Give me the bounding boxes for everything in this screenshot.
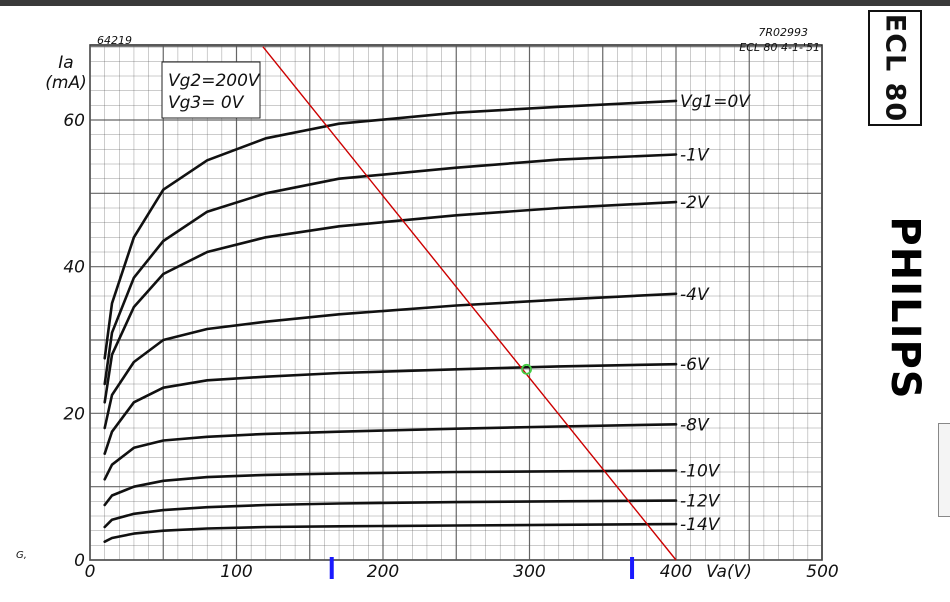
series-label: -2V — [680, 193, 710, 213]
series-label: -10V — [680, 462, 721, 482]
series-label: -6V — [680, 355, 710, 375]
series-label: -8V — [680, 415, 710, 435]
x-axis-label: Va(V) — [706, 562, 752, 582]
curves — [103, 99, 678, 543]
series-curve — [103, 423, 678, 481]
series-curve — [103, 362, 678, 455]
y-axis-label-line: (mA) — [45, 73, 86, 93]
side-panel-edge — [938, 423, 950, 517]
series-label: -1V — [680, 145, 710, 165]
series-label: Vg1=0V — [680, 92, 751, 112]
load-line — [262, 46, 677, 561]
left-code: 64219 — [97, 34, 132, 47]
overlay — [262, 46, 677, 579]
series-curve — [103, 99, 678, 360]
y-tick-label: 40 — [63, 258, 85, 278]
model-label: ECL 80 — [879, 13, 911, 123]
brand-logo: PHILIPS — [882, 216, 928, 400]
x-tick-label: 400 — [660, 562, 692, 582]
stray-mark: G, — [16, 550, 27, 561]
x-tick-label: 300 — [513, 562, 545, 582]
y-axis-label-line: Ia — [58, 53, 73, 73]
series-curve — [103, 153, 678, 386]
right-sub: ECL 80 4-1-'51 — [739, 41, 820, 54]
top-bar — [0, 0, 950, 6]
x-tick-label: 200 — [367, 562, 399, 582]
y-tick-label: 0 — [74, 551, 85, 571]
condition-vg2: Vg2=200V — [168, 71, 261, 91]
series-curve — [103, 200, 678, 404]
series-curve — [103, 292, 678, 430]
grid — [89, 45, 822, 561]
y-tick-label: 20 — [63, 404, 85, 424]
axis-marker — [329, 557, 334, 579]
x-tick-label: 100 — [220, 562, 252, 582]
series-label: -14V — [680, 515, 721, 535]
series-curve — [103, 469, 678, 507]
x-tick-label: 0 — [85, 562, 96, 582]
right-code: 7R02993 — [758, 26, 808, 39]
y-axis-label: Ia (mA) — [45, 53, 86, 93]
x-tick-label: 500 — [806, 562, 838, 582]
operating-point — [521, 363, 532, 375]
series-curve — [103, 522, 678, 543]
model-badge: ECL 80 — [868, 10, 922, 126]
conditions-box — [161, 61, 261, 119]
series-label: -4V — [680, 285, 710, 305]
condition-vg3: Vg3= 0V — [168, 93, 245, 113]
axis-marker — [630, 557, 635, 579]
y-tick-label: 60 — [63, 111, 85, 131]
series-curve — [103, 499, 678, 529]
series-label: -12V — [680, 492, 721, 512]
